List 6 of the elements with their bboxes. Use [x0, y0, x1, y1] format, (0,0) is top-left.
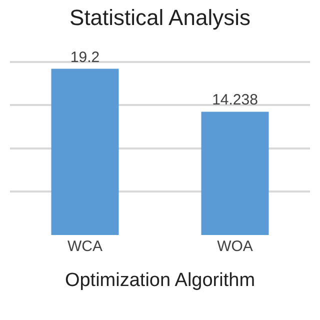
- x-tick-label: WCA: [68, 238, 102, 255]
- data-label: 14.238: [212, 92, 258, 109]
- x-tick-label: WOA: [217, 238, 253, 255]
- chart-title: Statistical Analysis: [70, 5, 250, 30]
- data-label: 19.2: [70, 48, 100, 66]
- x-axis-title: Optimization Algorithm: [64, 270, 256, 291]
